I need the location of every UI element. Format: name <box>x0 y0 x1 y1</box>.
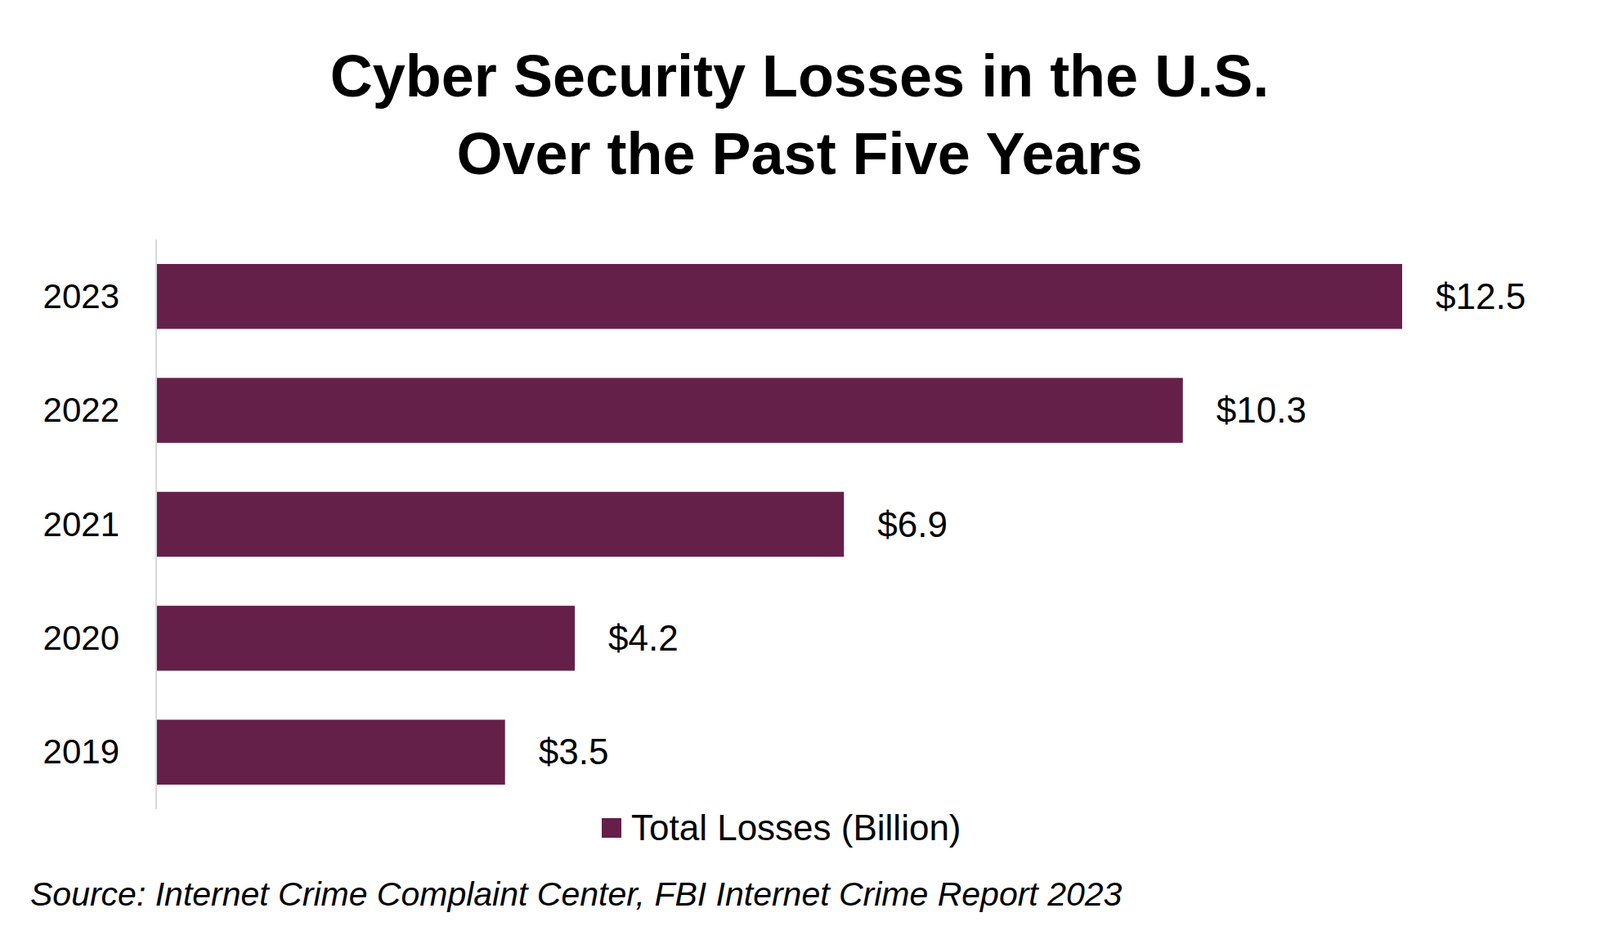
category-label: 2022 <box>43 390 120 430</box>
category-label: 2021 <box>43 505 120 544</box>
legend-swatch <box>601 818 622 839</box>
bar <box>156 720 506 785</box>
data-label: $10.3 <box>1216 389 1307 431</box>
category-label: 2019 <box>43 732 120 771</box>
bar <box>156 264 1403 329</box>
axis-line <box>155 239 157 810</box>
data-label: $6.9 <box>877 504 948 545</box>
category-label: 2020 <box>43 618 120 658</box>
bars <box>156 264 1403 785</box>
bar <box>156 492 844 557</box>
source: Source: Internet Crime Complaint Center,… <box>30 875 1123 914</box>
legend: Total Losses (Billion) <box>601 807 962 848</box>
data-label: $4.2 <box>608 618 679 659</box>
legend-label: Total Losses (Billion) <box>631 807 962 848</box>
category-label: 2023 <box>43 277 120 316</box>
data-label: $3.5 <box>538 731 610 772</box>
data-label: $12.5 <box>1435 276 1526 317</box>
title-line: Cyber Security Losses in the U.S. <box>330 43 1269 109</box>
bar <box>156 377 1184 443</box>
title: Cyber Security Losses in the U.S. Over th… <box>330 43 1269 187</box>
title-line: Over the Past Five Years <box>456 121 1143 187</box>
bar <box>156 605 575 671</box>
labels: 2019 $3.5 2020 $4.2 2021 $6.9 2022 $10.3 2023 $12… <box>43 276 1527 773</box>
background <box>0 0 1600 944</box>
chart: Cyber Security Losses in the U.S. Over th… <box>0 0 1600 944</box>
